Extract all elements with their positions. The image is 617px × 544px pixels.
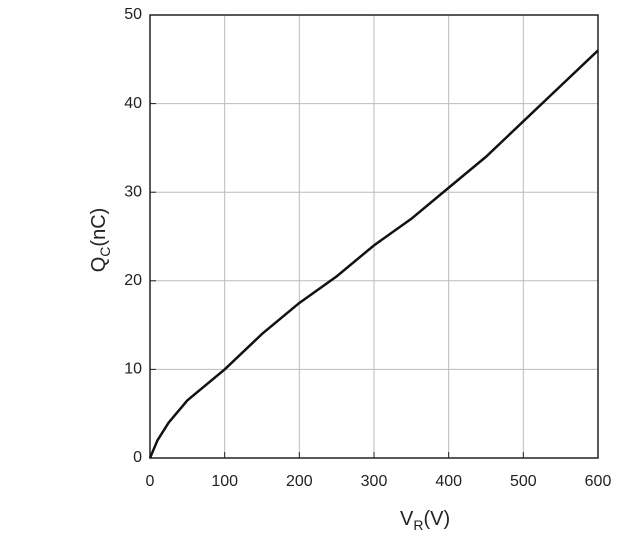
x-tick-label: 100 [211,473,238,490]
x-tick-label: 200 [286,473,313,490]
y-subscript: C [97,247,113,257]
y-tick-label: 20 [124,272,142,289]
y-axis-title: QC(nC) [88,208,112,273]
x-unit: (V) [423,508,450,530]
x-tick-label: 500 [510,473,537,490]
x-tick-label: 600 [585,473,612,490]
y-tick-label: 0 [133,449,142,466]
plot-frame [149,14,599,459]
y-tick-label: 30 [124,183,142,200]
y-tick-label: 50 [124,6,142,23]
data-line [148,49,599,459]
y-symbol: Q [88,257,110,273]
x-tick-label: 400 [435,473,462,490]
y-tick-label: 10 [124,361,142,378]
x-axis-title: VR(V) [400,508,450,532]
y-tick-label: 40 [124,95,142,112]
x-symbol: V [400,508,414,530]
y-unit: (nC) [88,208,110,247]
x-subscript: R [413,517,423,533]
x-tick-label: 0 [146,473,155,490]
x-tick-label: 300 [361,473,388,490]
